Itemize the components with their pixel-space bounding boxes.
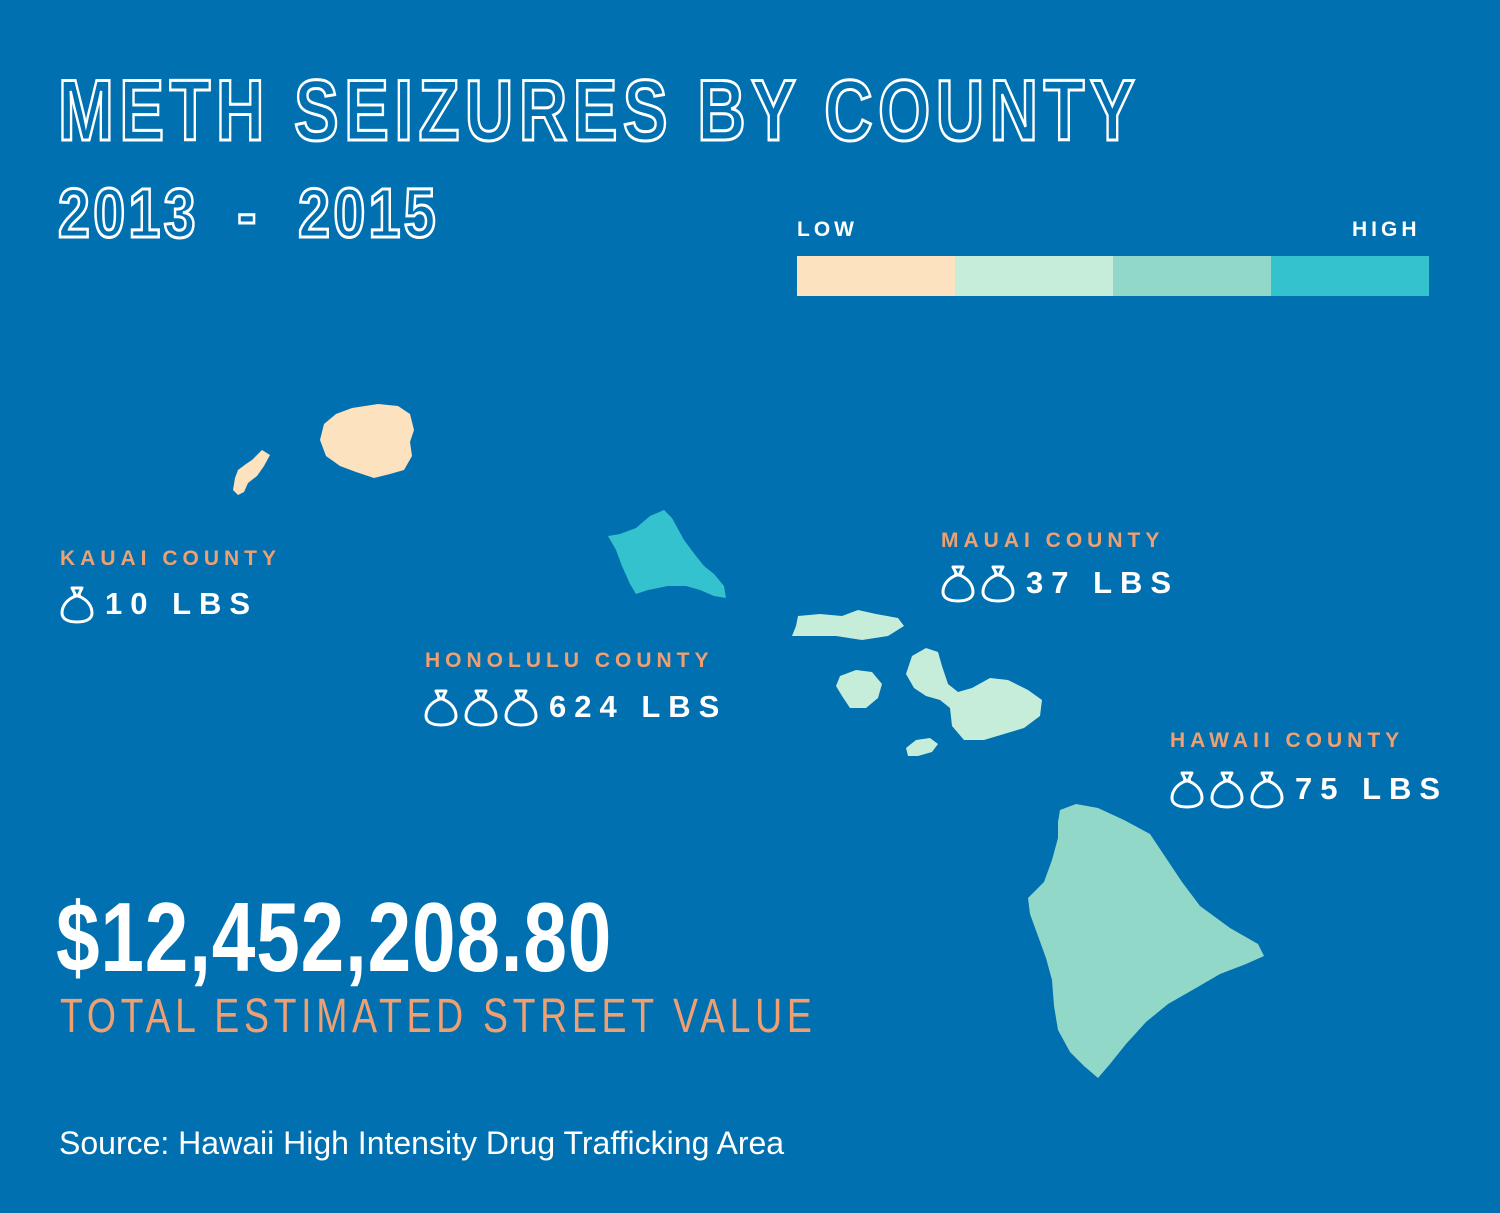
money-bag-icon: [1170, 771, 1204, 809]
county-name-maui: MAUAI COUNTY: [941, 529, 1165, 552]
bag-icons: [59, 584, 99, 624]
legend-low-label: LOW: [797, 218, 858, 241]
county-name-hawaii: HAWAII COUNTY: [1170, 729, 1405, 752]
bag-icons: [1169, 769, 1289, 809]
legend-swatch-3: [1113, 256, 1271, 296]
legend-swatch-2: [955, 256, 1113, 296]
money-bag-icon: [60, 586, 94, 624]
county-name-honolulu: HONOLULU COUNTY: [425, 649, 714, 672]
kahoolawe-island: [906, 738, 938, 756]
money-bag-icon: [1250, 771, 1284, 809]
county-weight-kauai: 10 LBS: [105, 586, 259, 621]
total-street-value: $12,452,208.80: [56, 882, 613, 992]
county-stat-honolulu: 624 LBS: [423, 687, 727, 727]
total-street-value-label: TOTAL ESTIMATED STREET VALUE: [60, 990, 817, 1043]
money-bag-icon: [981, 565, 1015, 603]
niihau-island: [233, 450, 270, 495]
county-stat-kauai: 10 LBS: [59, 584, 258, 624]
legend-color-scale: [797, 256, 1429, 296]
date-range: 2013 - 2015: [57, 174, 439, 252]
oahu-island: [608, 510, 726, 598]
legend-high-label: HIGH: [1352, 218, 1421, 241]
maui-island: [906, 648, 1042, 740]
money-bag-icon: [464, 689, 498, 727]
page-title: METH SEIZURES BY COUNTY: [57, 63, 1141, 159]
kauai-island: [320, 404, 414, 478]
bag-icons: [423, 687, 543, 727]
source-note: Source: Hawaii High Intensity Drug Traff…: [59, 1125, 785, 1161]
legend-swatch-1: [797, 256, 955, 296]
money-bag-icon: [941, 565, 975, 603]
county-weight-maui: 37 LBS: [1026, 565, 1180, 600]
county-name-kauai: KAUAI COUNTY: [60, 547, 281, 570]
big-island: [1028, 804, 1264, 1078]
county-weight-hawaii: 75 LBS: [1295, 771, 1449, 806]
bag-icons: [940, 563, 1020, 603]
county-stat-hawaii: 75 LBS: [1169, 769, 1448, 809]
money-bag-icon: [424, 689, 458, 727]
money-bag-icon: [504, 689, 538, 727]
county-weight-honolulu: 624 LBS: [549, 689, 728, 724]
lanai-island: [836, 670, 882, 708]
legend-swatch-4: [1271, 256, 1429, 296]
molokai-island: [792, 610, 904, 640]
county-stat-maui: 37 LBS: [940, 563, 1179, 603]
money-bag-icon: [1210, 771, 1244, 809]
